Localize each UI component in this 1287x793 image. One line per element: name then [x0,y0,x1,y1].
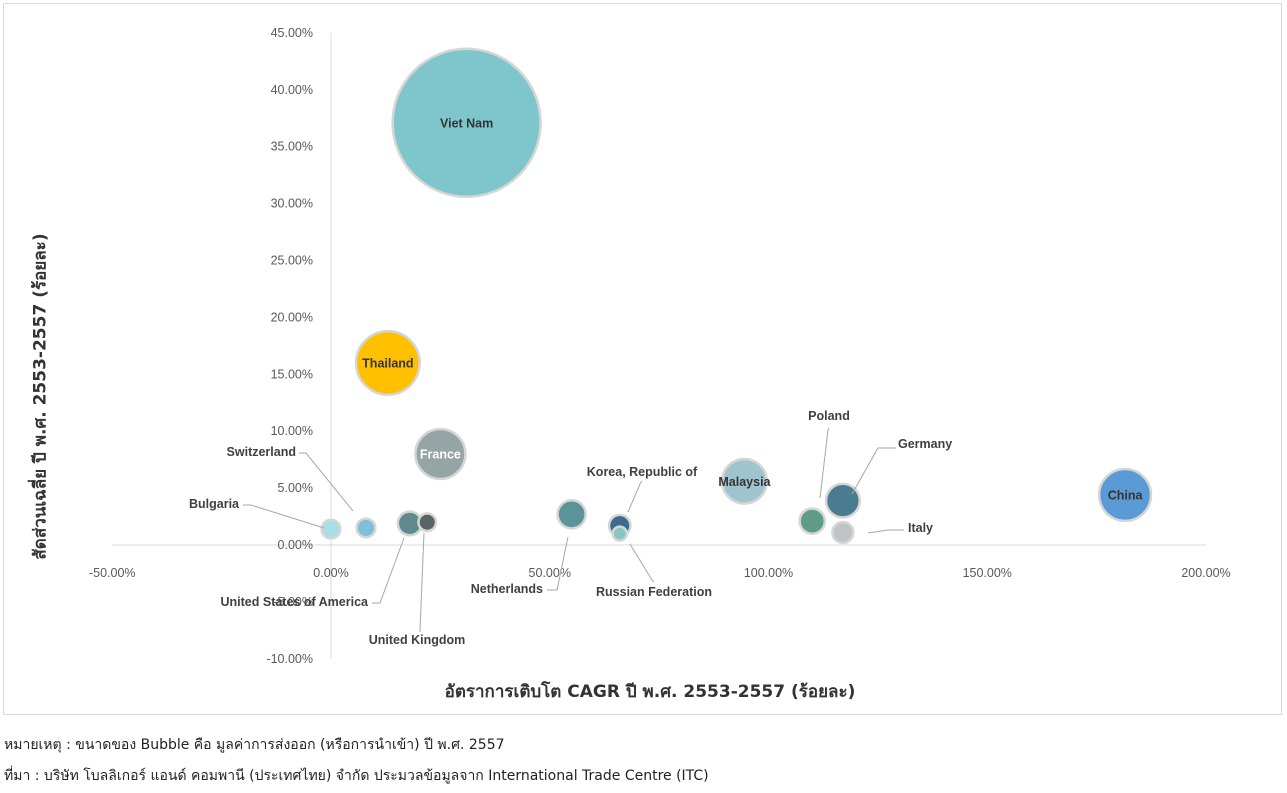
leader-line-russian-federation [629,543,655,583]
leader-line-poland [819,427,830,499]
y-tick-label: 35.00% [271,140,313,154]
source-note: ที่มา : บริษัท โบลลิเกอร์ แอนด์ คอมพานี … [4,768,709,784]
data-label-poland: Poland [808,409,850,423]
data-label-germany: Germany [898,437,952,451]
y-tick-label: 0.00% [278,538,313,552]
x-axis-title: อัตราการเติบโต CAGR ปี พ.ศ. 2553-2557 (ร… [444,682,856,702]
x-tick-label: 100.00% [744,566,793,580]
y-tick-label: 10.00% [271,424,313,438]
leader-line-united-kingdom [419,532,425,632]
data-label-russian-federation: Russian Federation [596,585,712,599]
bubble-switzerland [355,517,377,539]
bubble-germany [824,482,861,519]
data-label-united-states-of-america: United States of America [221,595,370,609]
x-tick-label: 200.00% [1181,566,1230,580]
data-label-korea-republic-of: Korea, Republic of [587,465,698,479]
data-label-switzerland: Switzerland [227,445,296,459]
leader-line-switzerland [299,452,354,512]
data-label-italy: Italy [908,521,933,535]
leader-line-korea-republic-of [627,480,643,513]
y-tick-label: 40.00% [271,83,313,97]
data-label-thailand: Thailand [362,356,413,370]
bubble-russian-federation [611,525,629,542]
bubble-malaysia [720,457,769,505]
leader-line-bulgaria [243,504,325,529]
y-tick-label: 25.00% [271,254,313,268]
bubble-size-note: หมายเหตุ : ขนาดของ Bubble คือ มูลค่าการส… [4,737,505,753]
x-tick-label: 50.00% [529,566,571,580]
bubble-netherlands [556,498,587,530]
y-tick-label: 5.00% [278,481,313,495]
leader-line-united-states-of-america [372,537,405,604]
data-label-malaysia: Malaysia [718,475,771,489]
data-label-viet-nam: Viet Nam [440,116,493,130]
bubble-china [1097,467,1153,523]
bubble-united-kingdom [417,512,438,533]
y-axis-title: สัดส่วนเฉลี่ย ปี พ.ศ. 2553-2557 (ร้อยละ) [30,233,51,560]
data-label-netherlands: Netherlands [471,582,543,596]
x-tick-label: 0.00% [313,566,348,580]
bubble-poland [798,507,827,535]
data-label-bulgaria: Bulgaria [189,497,240,511]
y-tick-label: 20.00% [271,310,313,324]
bubble-italy [831,520,855,545]
x-tick-label: 150.00% [963,566,1012,580]
y-tick-label: -5.00% [273,595,313,609]
chart-frame [3,3,1282,715]
y-tick-label: 30.00% [271,197,313,211]
data-label-china: China [1108,488,1144,502]
y-tick-label: -10.00% [266,652,313,666]
bubble-france [414,427,467,481]
y-tick-label: 45.00% [271,26,313,40]
x-tick-label: -50.00% [89,566,136,580]
bubble-thailand [354,329,421,396]
data-label-france: France [420,447,461,461]
leader-line-germany [851,447,896,495]
data-label-united-kingdom: United Kingdom [369,633,466,647]
bubble-bulgaria [320,518,342,540]
leader-line-italy [867,529,904,534]
bubble-viet-nam [391,47,542,199]
y-tick-label: 15.00% [271,367,313,381]
leader-line-netherlands [547,536,569,591]
